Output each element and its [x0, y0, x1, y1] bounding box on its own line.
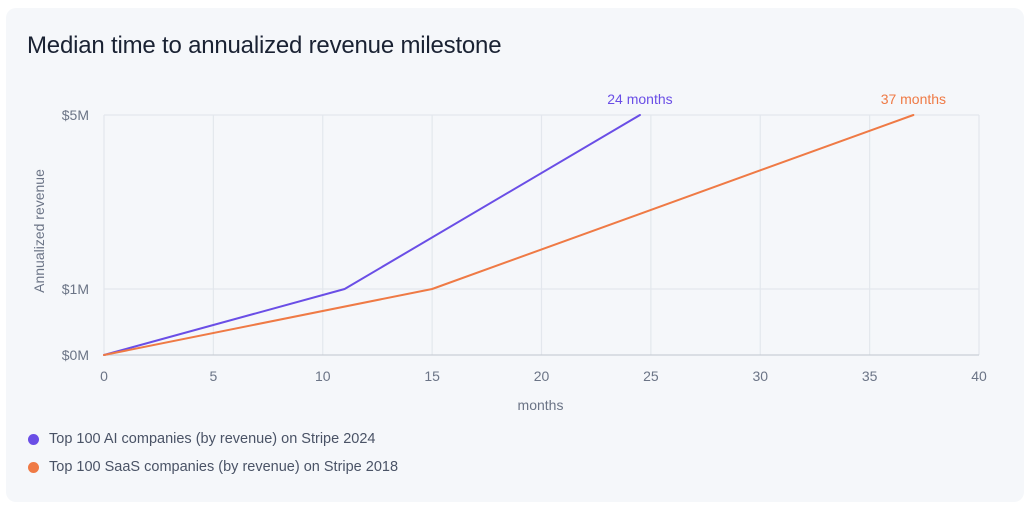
- x-tick-label: 35: [862, 368, 878, 384]
- x-tick-label: 0: [100, 368, 108, 384]
- legend-marker: [28, 433, 39, 445]
- legend-label: Top 100 SaaS companies (by revenue) on S…: [49, 459, 399, 475]
- legend-item: Top 100 SaaS companies (by revenue) on S…: [28, 453, 398, 481]
- legend-item: Top 100 AI companies (by revenue) on Str…: [28, 425, 398, 453]
- x-tick-label: 20: [534, 368, 550, 384]
- series-line: [103, 114, 641, 356]
- x-tick-label: 15: [424, 368, 440, 384]
- axes: 0 5 10 15 20 25 30 35 40 $0M $1M $5M: [62, 107, 987, 384]
- series: 24 months 37 months: [103, 91, 946, 356]
- y-axis-label: Annualized revenue: [31, 169, 47, 293]
- legend-marker: [28, 461, 39, 473]
- legend-label: Top 100 AI companies (by revenue) on Str…: [49, 431, 376, 447]
- series-end-label: 37 months: [881, 91, 946, 107]
- series-end-label: 24 months: [607, 91, 672, 107]
- y-tick-label: $1M: [62, 281, 89, 297]
- series-line: [103, 114, 915, 356]
- grid: [103, 114, 980, 356]
- chart-title: Median time to annualized revenue milest…: [27, 32, 502, 59]
- x-tick-label: 25: [643, 368, 659, 384]
- y-tick-label: $5M: [62, 107, 89, 123]
- x-tick-label: 40: [971, 368, 987, 384]
- legend: Top 100 AI companies (by revenue) on Str…: [28, 425, 398, 481]
- x-axis-label: months: [518, 397, 564, 413]
- chart-card: [6, 8, 1024, 502]
- x-tick-label: 10: [315, 368, 331, 384]
- y-tick-label: $0M: [62, 347, 89, 363]
- x-tick-label: 5: [209, 368, 217, 384]
- x-tick-label: 30: [752, 368, 768, 384]
